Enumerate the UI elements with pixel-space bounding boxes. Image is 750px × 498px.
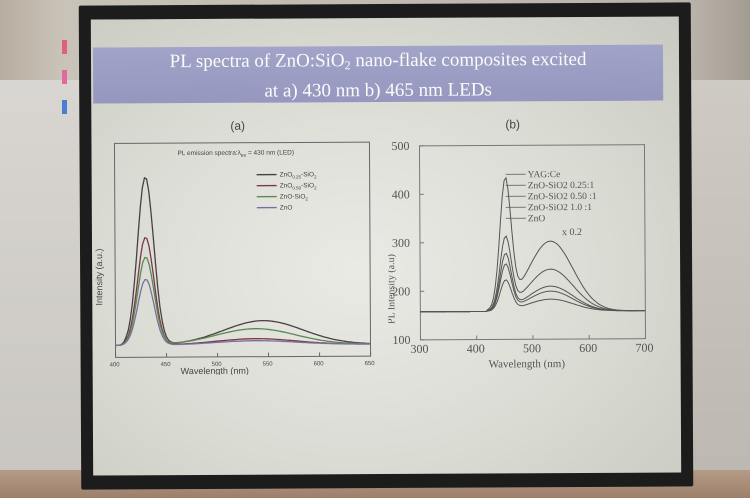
y-tick-label-b: 400: [392, 187, 410, 201]
y-tick-label-b: 300: [392, 236, 410, 250]
x-ticks-a: 400 450 500 550 600 650: [110, 352, 376, 368]
x-tick-label-b: 400: [467, 341, 485, 355]
y-tick-label-b: 500: [391, 139, 409, 153]
legend-a-entry: ZnO: [280, 204, 293, 211]
projected-slide: PL spectra of ZnO:SiO2 nano-flake compos…: [90, 16, 682, 476]
x-tick-label-a: 400: [110, 362, 121, 368]
inner-title: PL emission spectra:λex = 430 nm (LED): [177, 149, 294, 159]
title-text: nano-flake composites excited: [350, 48, 587, 72]
legend-a-entry: ZnO-SiO2: [280, 193, 309, 201]
x-axis-label-a: Wavelength (nm): [181, 366, 249, 376]
y-axis-label-b: PL Intensity (a.u): [387, 254, 397, 324]
x-tick-label-a: 600: [314, 361, 325, 367]
x-tick-label-a: 650: [365, 361, 376, 367]
panel-a-label: (a): [230, 119, 245, 133]
plot-a-frame: [113, 141, 372, 358]
chart-b: (b) 500 400 300 200 100 300 400 500 600 700 Wave…: [387, 117, 654, 370]
y-tick-label-b: 100: [392, 333, 410, 347]
curve-zno-0.25-sio2: [115, 176, 371, 347]
title-text: at a) 430 nm b) 465 nm LEDs: [264, 79, 492, 102]
x-tick-label-a: 450: [161, 362, 172, 368]
blue-tab: [62, 100, 67, 114]
scale-annotation: x 0.2: [562, 227, 582, 238]
x-tick-label-a: 500: [212, 362, 223, 368]
legend-b-entry: ZnO-SiO2 1.0 :1: [528, 203, 592, 213]
y-ticks-b: 500 400 300 200 100: [391, 139, 425, 347]
y-tick-label-b: 200: [392, 284, 410, 298]
legend-b-entry: YAG:Ce: [528, 170, 561, 180]
title-text: PL spectra of ZnO:SiO: [169, 50, 345, 73]
legend-a-entry: ZnO0.50-SiO2: [280, 182, 317, 190]
pink-tab: [62, 40, 67, 54]
legend-b-entry: ZnO-SiO2 0.25:1: [528, 181, 595, 191]
legend-a-entry: ZnO0.25-SiO2: [280, 171, 317, 179]
x-tick-label-b: 500: [523, 341, 541, 355]
chart-a: (a) PL emission spectra:λex = 430 nm (LE…: [94, 119, 376, 376]
curve-zno: [115, 278, 371, 347]
legend-b-entry: ZnO-SiO2 0.50 :1: [528, 192, 597, 202]
curve-zno: [420, 279, 646, 313]
pink-tab: [62, 70, 67, 84]
x-tick-label-a: 550: [263, 362, 274, 368]
legend-b-entry: ZnO: [528, 214, 546, 224]
slide-title: PL spectra of ZnO:SiO2 nano-flake compos…: [92, 44, 664, 104]
y-axis-label-a: Intensity (a.u.): [94, 248, 104, 305]
x-ticks-b: 300 400 500 600 700: [411, 334, 654, 356]
curve-zno-sio2: [115, 256, 371, 347]
x-axis-label-b: Wavelength (nm): [489, 358, 566, 370]
curve-zno-sio2-0.25: [420, 235, 646, 313]
panel-b-label: (b): [505, 117, 520, 131]
x-tick-label-b: 300: [411, 342, 429, 356]
curve-zno-sio2-1.0: [420, 263, 646, 313]
x-tick-label-b: 700: [635, 341, 653, 355]
legend-a: ZnO0.25-SiO2 ZnO0.50-SiO2 ZnO-SiO2 ZnO: [256, 171, 317, 212]
x-tick-label-b: 600: [579, 341, 597, 355]
